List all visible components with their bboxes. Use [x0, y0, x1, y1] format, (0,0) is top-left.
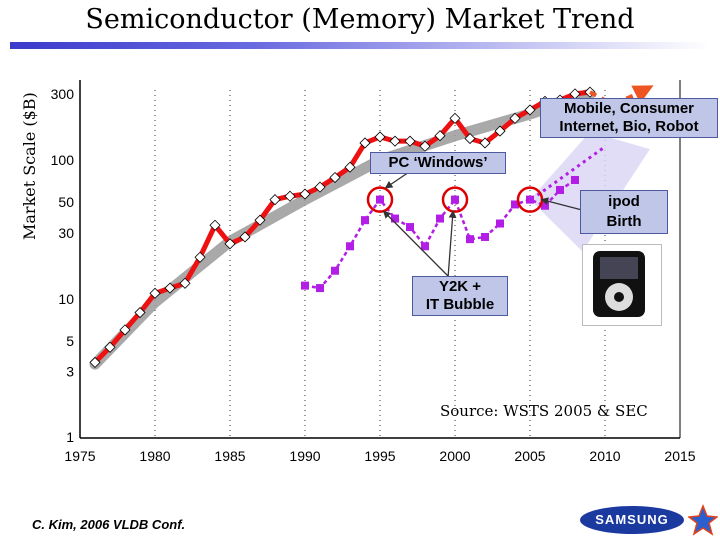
tick-labels: 1975 1980 1985 1990 1995 2000 2005 2010 2015 1 3 5 1…: [51, 86, 696, 464]
market-point-1989: [284, 190, 296, 202]
growth-point-1993: [346, 242, 354, 251]
x-tick-1995: 1995: [364, 448, 395, 464]
page-title: Semiconductor (Memory) Market Trend: [85, 4, 635, 35]
market-point-1988: [269, 194, 281, 206]
x-tick-2015: 2015: [664, 448, 695, 464]
market-point-1992: [329, 171, 341, 184]
market-point-1986: [239, 231, 251, 243]
market-point-1979: [134, 306, 146, 319]
y-tick-100: 100: [51, 152, 75, 168]
growth-point-1990: [301, 281, 309, 290]
pointer-y2k-a: [447, 210, 457, 279]
growth-point-2004: [511, 200, 519, 209]
market-point-1983: [194, 251, 206, 263]
pointer-y2k-b: [382, 210, 451, 279]
growth-point-1997: [406, 223, 414, 232]
growth-point-2003: [496, 219, 504, 228]
y-tick-300: 300: [51, 86, 75, 102]
title-underline: [10, 42, 710, 49]
y-tick-50: 50: [58, 194, 74, 210]
market-point-1998: [419, 140, 431, 152]
market-point-1981: [164, 282, 176, 294]
growth-point-2002: [481, 232, 489, 241]
market-point-1996: [389, 135, 401, 147]
series-market-line: [93, 89, 591, 365]
trend-line-path: [89, 88, 596, 370]
callout-ipod: ipod Birth: [580, 190, 668, 234]
market-point-1976: [89, 356, 101, 368]
market-point-1977: [104, 341, 116, 353]
chart-axes: [79, 80, 681, 439]
market-point-1999: [434, 130, 446, 142]
x-tick-1975: 1975: [64, 448, 95, 464]
growth-point-2006: [541, 201, 549, 210]
growth-point-1996: [391, 214, 399, 223]
growth-point-2000: [451, 195, 459, 204]
market-point-2001: [464, 133, 476, 145]
growth-point-1994: [361, 216, 369, 225]
market-point-1991: [314, 181, 326, 193]
growth-point-1992: [331, 266, 339, 275]
growth-point-2005: [526, 195, 534, 204]
market-point-2002: [479, 137, 491, 149]
star-logo-icon: [688, 504, 718, 536]
trend-line: [89, 88, 596, 370]
market-point-2005: [524, 104, 536, 116]
ipod-image: [582, 244, 662, 326]
y-tick-10: 10: [58, 291, 74, 307]
growth-point-1991: [316, 284, 324, 293]
market-point-2000: [449, 112, 461, 124]
x-tick-1990: 1990: [289, 448, 320, 464]
x-tick-2010: 2010: [589, 448, 620, 464]
samsung-logo: SAMSUNG: [580, 506, 684, 534]
x-tick-2005: 2005: [514, 448, 545, 464]
x-tick-2000: 2000: [439, 448, 470, 464]
market-point-1993: [344, 161, 356, 173]
y-tick-3: 3: [66, 364, 74, 380]
growth-point-2008: [571, 175, 579, 184]
x-tick-1985: 1985: [214, 448, 245, 464]
callout-mobile: Mobile, Consumer Internet, Bio, Robot: [540, 98, 718, 138]
callout-y2k: Y2K + IT Bubble: [412, 276, 508, 316]
growth-point-1998: [421, 242, 429, 251]
growth-point-1999: [436, 214, 444, 223]
growth-point-2001: [466, 235, 474, 244]
callout-windows: PC ‘Windows’: [370, 152, 506, 174]
y-tick-30: 30: [58, 225, 74, 241]
market-point-2004: [509, 112, 521, 124]
market-point-2003: [494, 125, 506, 137]
market-point-1987: [254, 214, 266, 226]
growth-point-2007: [556, 185, 564, 194]
market-point-1984: [209, 219, 221, 231]
market-point-1995: [374, 131, 386, 143]
source-note: Source: WSTS 2005 & SEC: [440, 402, 648, 420]
growth-point-1995: [376, 195, 384, 204]
pointer-ipod: [540, 197, 583, 211]
market-point-1980: [149, 287, 161, 299]
x-tick-1980: 1980: [139, 448, 170, 464]
market-point-1985: [224, 238, 236, 250]
credit-note: C. Kim, 2006 VLDB Conf.: [32, 517, 186, 532]
highlight-circle-1995: [366, 186, 394, 213]
y-tick-1: 1: [66, 429, 74, 445]
market-point-1990: [299, 188, 311, 200]
market-point-1997: [404, 135, 416, 147]
y-tick-5: 5: [66, 333, 74, 349]
market-point-1994: [359, 137, 371, 149]
market-point-1982: [179, 277, 191, 289]
market-point-1978: [119, 324, 131, 336]
